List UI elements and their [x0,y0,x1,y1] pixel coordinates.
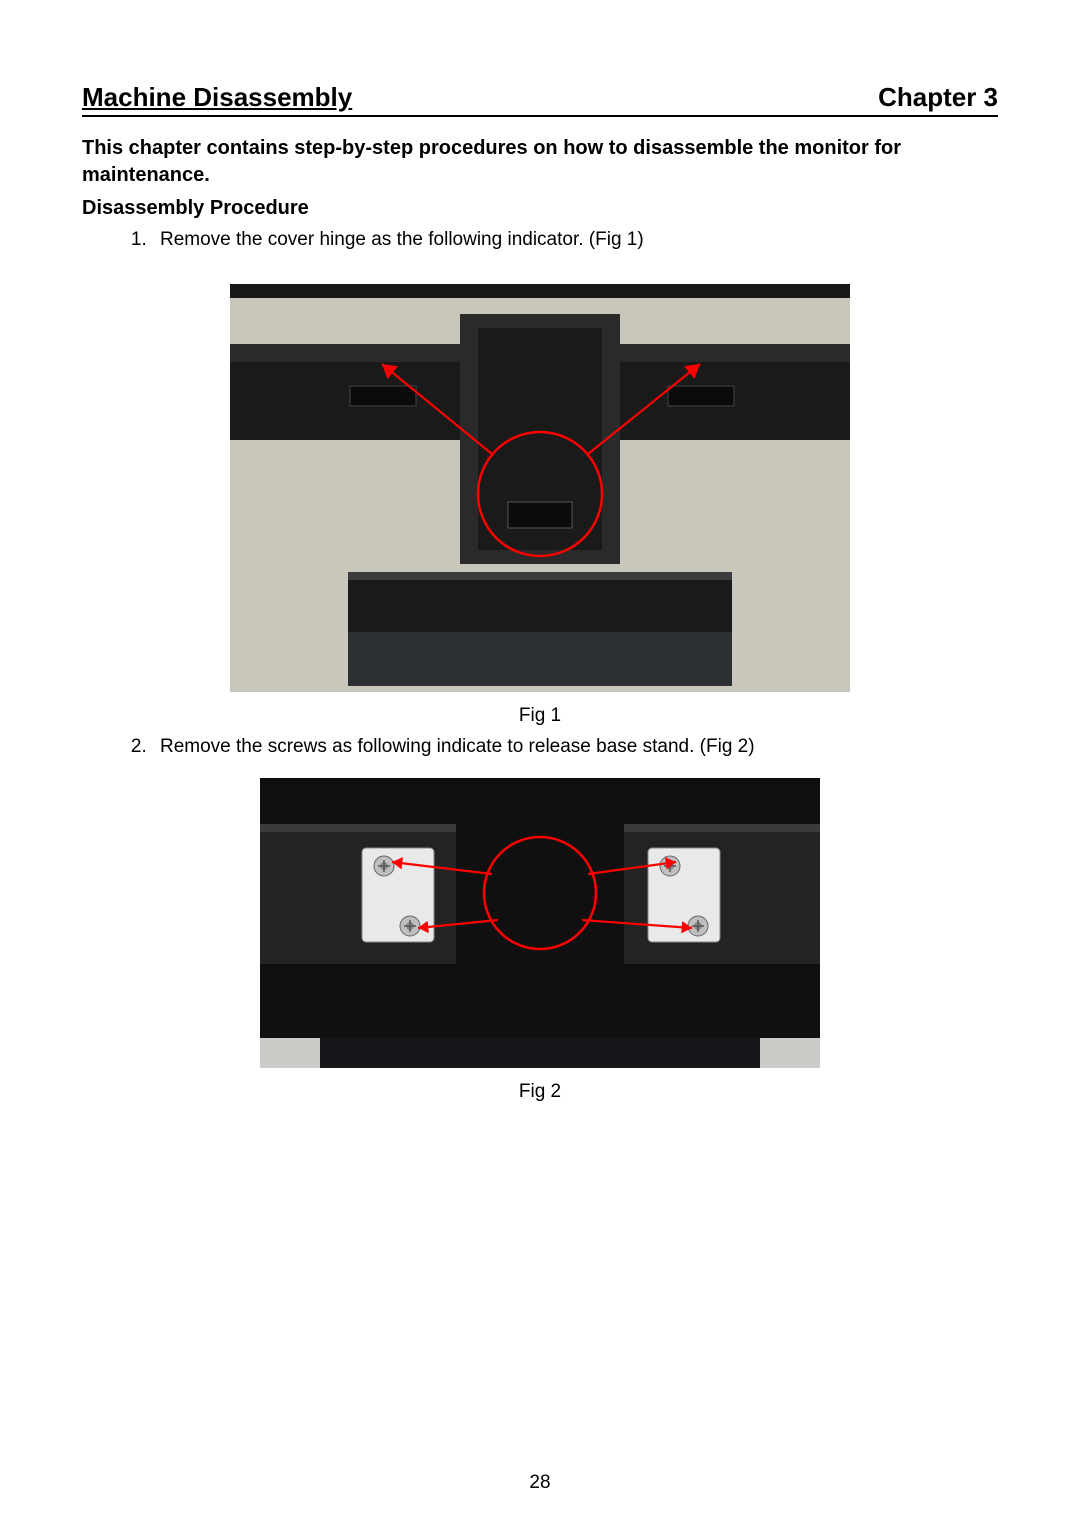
figure-2-svg [260,778,820,1068]
figure-1-caption: Fig 1 [82,705,998,727]
procedure-list: Remove the cover hinge as the following … [82,226,998,254]
figure-1: Fig 1 [82,284,998,727]
step-1: Remove the cover hinge as the following … [152,226,998,254]
procedure-list-cont: Remove the screws as following indicate … [82,733,998,761]
page-header: Machine Disassembly Chapter 3 [82,82,998,117]
step-2: Remove the screws as following indicate … [152,733,998,761]
chapter-label: Chapter 3 [878,82,998,113]
intro-paragraph: This chapter contains step-by-step proce… [82,135,998,189]
page-number: 28 [0,1472,1080,1494]
figure-2: Fig 2 [82,778,998,1103]
figure-2-caption: Fig 2 [82,1081,998,1103]
section-title: Machine Disassembly [82,82,352,113]
procedure-subheading: Disassembly Procedure [82,197,998,220]
page: Machine Disassembly Chapter 3 This chapt… [0,0,1080,1528]
figure-1-svg [230,284,850,692]
